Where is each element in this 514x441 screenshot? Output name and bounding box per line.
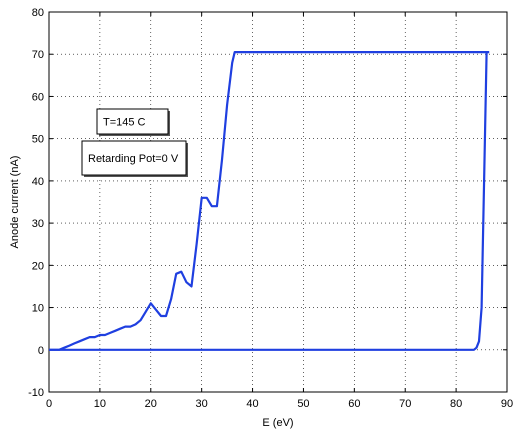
x-tick-label: 80 (450, 398, 462, 410)
x-tick-label: 50 (297, 398, 309, 410)
x-tick-label: 20 (145, 398, 157, 410)
series-line-1 (49, 50, 490, 351)
annotation-box (96, 108, 169, 135)
y-tick-label: 80 (32, 7, 44, 19)
y-tick-label: 0 (38, 345, 44, 357)
annotation-box (81, 140, 187, 176)
annotation-text: T=145 C (103, 117, 146, 129)
annotation-text: Retarding Pot=0 V (88, 153, 179, 165)
series-group (49, 50, 490, 351)
y-tick-label: 10 (32, 303, 44, 315)
y-tick-label: 50 (32, 134, 44, 146)
x-tick-label: 10 (94, 398, 106, 410)
y-tick-label: 30 (32, 218, 44, 230)
x-axis-label: E (eV) (262, 417, 293, 429)
y-axis-label: Anode current (nA) (9, 156, 21, 249)
annotations: T=145 C Retarding Pot=0 V (81, 108, 188, 177)
y-tick-label: 70 (32, 49, 44, 61)
x-tick-label: 30 (196, 398, 208, 410)
x-tick-label: 0 (46, 398, 52, 410)
y-tick-label: 40 (32, 176, 44, 188)
x-tick-label: 70 (399, 398, 411, 410)
y-tick-label: -10 (28, 387, 44, 399)
y-tick-label: 60 (32, 91, 44, 103)
x-tick-label: 60 (348, 398, 360, 410)
x-tick-label: 40 (246, 398, 258, 410)
y-tick-label: 20 (32, 260, 44, 272)
grid-lines (49, 12, 507, 392)
x-tick-label: 90 (501, 398, 513, 410)
series-line-2 (49, 52, 488, 351)
plot-frame (48, 11, 508, 393)
